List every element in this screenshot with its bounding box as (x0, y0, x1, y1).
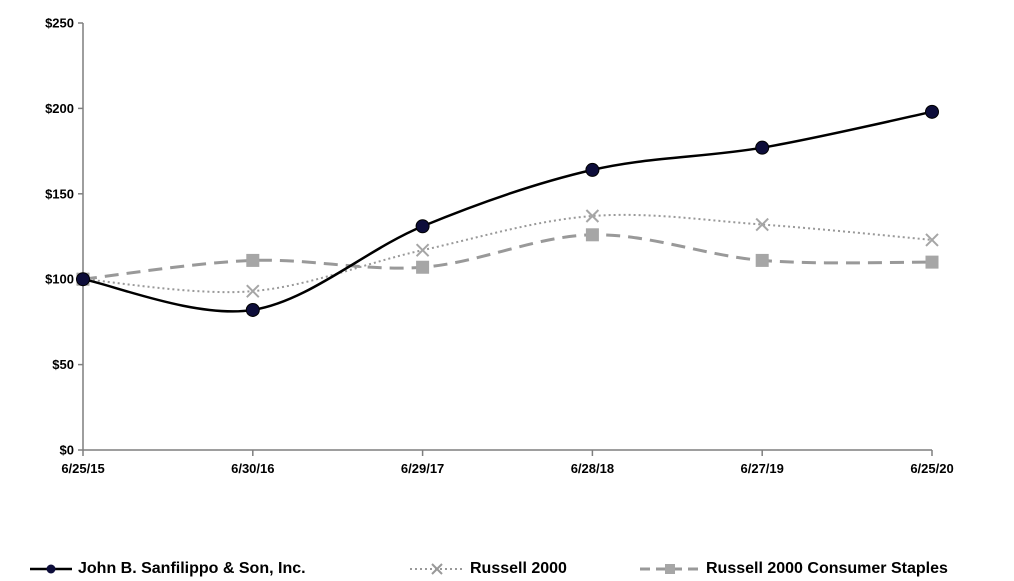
y-tick-label: $100 (45, 272, 74, 287)
legend-item-sanfilippo: John B. Sanfilippo & Son, Inc. (30, 556, 306, 581)
y-tick-label: $250 (45, 16, 74, 31)
data-point-square (755, 253, 769, 267)
series-russell-2000-consumer-staples (76, 228, 939, 286)
legend-label-russell-2000: Russell 2000 (470, 559, 567, 577)
series-line (82, 213, 933, 294)
data-point-square (585, 228, 599, 242)
legend-item-russell-2000: Russell 2000 (410, 556, 567, 581)
y-tick-label: $50 (52, 357, 74, 372)
data-point-x (585, 209, 600, 223)
series-russell-2000 (76, 209, 939, 298)
legend-label-russell-2000-consumer-staples: Russell 2000 Consumer Staples (706, 559, 948, 577)
legend: John B. Sanfilippo & Son, Inc. Russell 2… (0, 556, 1014, 581)
data-point-x (246, 284, 260, 298)
x-tick-label: 6/27/19 (741, 461, 784, 476)
y-axis-ticks: $0 $50 $100 $150 $200 $250 (45, 16, 83, 458)
y-tick-label: $0 (60, 443, 74, 458)
line-chart: $0 $50 $100 $150 $200 $250 6/25/15 6/30/16 6/29… (45, 16, 954, 477)
series-layer (76, 104, 939, 317)
data-point-circle (755, 140, 770, 155)
legend-swatch-solid-circle (30, 564, 72, 573)
data-point-x (415, 243, 430, 257)
y-tick-label: $200 (45, 101, 74, 116)
series-line (82, 110, 933, 313)
y-tick-label: $150 (45, 186, 74, 201)
x-axis-ticks: 6/25/15 6/30/16 6/29/17 6/28/18 6/27/19 6/25/… (61, 450, 954, 476)
legend-swatch-dashed-square (640, 563, 700, 574)
legend-label-sanfilippo: John B. Sanfilippo & Son, Inc. (78, 559, 306, 577)
data-point-x (755, 217, 769, 232)
x-tick-label: 6/28/18 (571, 461, 614, 476)
series-line (82, 233, 933, 281)
data-point-circle (415, 219, 430, 234)
data-point-x (925, 233, 939, 247)
x-tick-label: 6/25/20 (910, 461, 953, 476)
data-point-square (416, 260, 430, 274)
data-point-square (246, 253, 260, 267)
series-john-b-sanfilippo-son-inc (76, 104, 939, 317)
legend-swatch-dotted-x (410, 562, 464, 575)
legend-item-russell-2000-consumer-staples: Russell 2000 Consumer Staples (640, 556, 948, 581)
x-tick-label: 6/25/15 (61, 461, 104, 476)
data-point-square (925, 255, 939, 269)
x-tick-label: 6/29/17 (401, 461, 444, 476)
x-tick-label: 6/30/16 (231, 461, 274, 476)
data-point-circle (245, 302, 260, 317)
data-point-circle (76, 272, 90, 287)
data-point-circle (585, 162, 600, 177)
data-point-circle (925, 104, 939, 119)
